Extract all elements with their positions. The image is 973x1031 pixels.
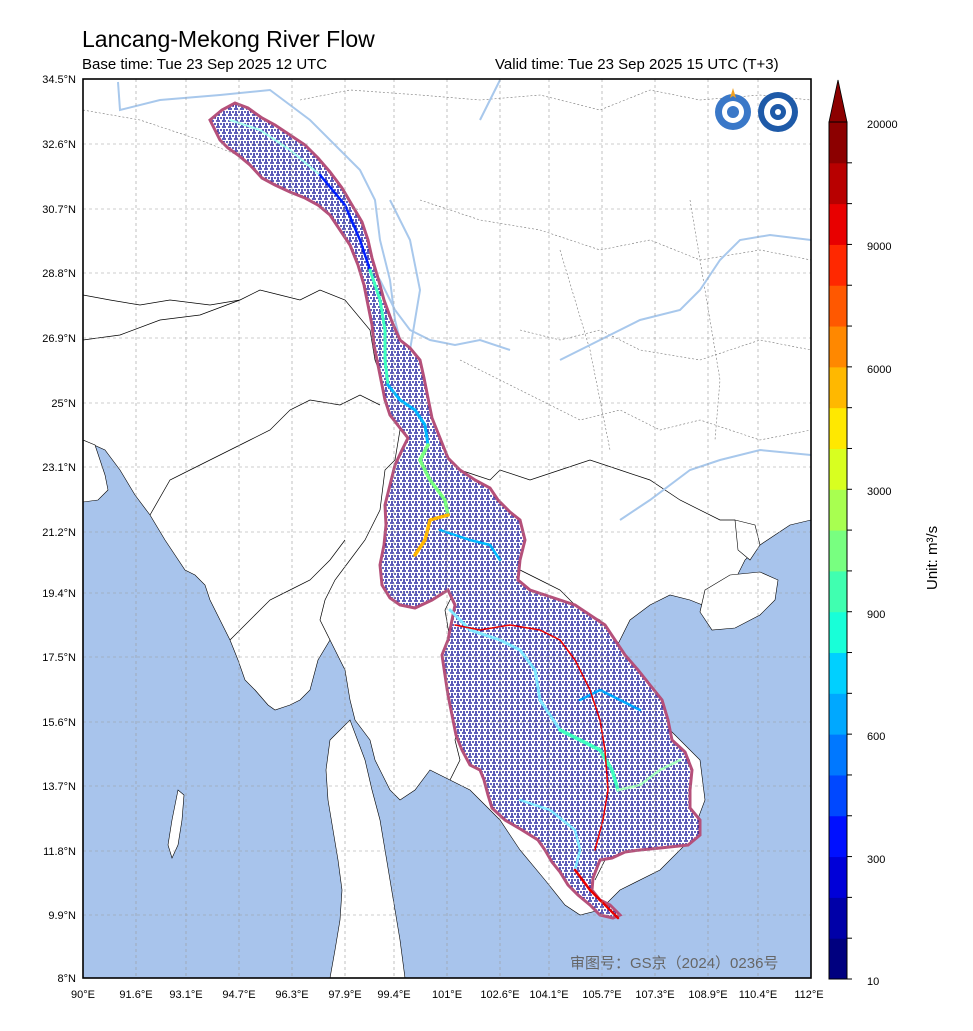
colorbar-segment bbox=[829, 938, 847, 980]
lat-label: 23.1°N bbox=[42, 462, 76, 474]
lat-label: 17.5°N bbox=[42, 652, 76, 664]
lat-label: 34.5°N bbox=[42, 74, 76, 86]
colorbar-segment bbox=[829, 856, 847, 898]
land-india-east bbox=[83, 439, 109, 503]
lon-label: 102.6°E bbox=[480, 989, 519, 1001]
colorbar-segment bbox=[829, 366, 847, 409]
map-title: Lancang-Mekong River Flow bbox=[82, 26, 375, 52]
colorbar-segment bbox=[829, 244, 847, 286]
lat-label: 25°N bbox=[51, 398, 76, 410]
colorbar-frame bbox=[828, 121, 848, 980]
colorbar-tick-label: 300 bbox=[867, 854, 885, 866]
lat-label: 15.6°N bbox=[42, 717, 76, 729]
colorbar-tick-label: 900 bbox=[867, 609, 885, 621]
colorbar-tick-label: 9000 bbox=[867, 241, 891, 253]
colorbar-tick-label: 20000 bbox=[867, 119, 898, 131]
lon-label: 112°E bbox=[794, 989, 823, 1001]
wmo-emblem-icon bbox=[715, 88, 751, 130]
lat-label: 28.8°N bbox=[42, 268, 76, 280]
lon-label: 93.1°E bbox=[169, 989, 202, 1001]
colorbar-segment bbox=[829, 774, 847, 817]
colorbar-segment bbox=[829, 122, 847, 164]
gridlines bbox=[83, 79, 811, 978]
lon-label: 97.9°E bbox=[328, 989, 361, 1001]
colorbar-segment bbox=[829, 162, 847, 205]
mainstem-flow bbox=[229, 119, 682, 920]
map-approval-watermark: 审图号：GS京（2024）0236号 bbox=[570, 955, 779, 972]
land-peninsula bbox=[325, 719, 406, 978]
lat-label: 11.8°N bbox=[43, 846, 76, 858]
lon-label: 90°E bbox=[71, 989, 95, 1001]
lon-label: 105.7°E bbox=[582, 989, 621, 1001]
valid-time-label: Valid time: Tue 23 Sep 2025 15 UTC (T+3) bbox=[495, 56, 779, 73]
lon-label: 101°E bbox=[432, 989, 462, 1001]
lon-label: 91.6°E bbox=[119, 989, 152, 1001]
lon-label: 110.4°E bbox=[739, 989, 777, 1001]
colorbar-segment bbox=[829, 897, 847, 939]
colorbar-unit-label: Unit: m³/s bbox=[924, 525, 941, 590]
colorbar-segment bbox=[829, 734, 847, 776]
lat-label: 21.2°N bbox=[42, 527, 76, 539]
colorbar-segment bbox=[829, 652, 847, 694]
lon-label: 104.1°E bbox=[529, 989, 568, 1001]
lon-label: 108.9°E bbox=[688, 989, 727, 1001]
lat-label: 32.6°N bbox=[42, 139, 76, 151]
map-frame-border bbox=[82, 78, 812, 979]
lat-label: 9.9°N bbox=[48, 910, 76, 922]
base-time-label: Base time: Tue 23 Sep 2025 12 UTC bbox=[82, 56, 328, 73]
colorbar-extend-arrow bbox=[828, 79, 848, 123]
lat-label: 8°N bbox=[58, 973, 77, 985]
colorbar-tick-label: 600 bbox=[867, 731, 885, 743]
colorbar-tick-label: 3000 bbox=[867, 486, 891, 498]
colorbar-segment bbox=[829, 611, 847, 654]
lon-label: 99.4°E bbox=[377, 989, 410, 1001]
land-leizhou bbox=[734, 519, 761, 561]
lon-label: 107.3°E bbox=[635, 989, 674, 1001]
colorbar-segment bbox=[829, 815, 847, 858]
colorbar-ticks: 20000 9000 6000 3000 900 600 300 10 bbox=[867, 119, 898, 988]
colorbar-segment bbox=[829, 407, 847, 449]
cma-emblem-icon bbox=[758, 92, 798, 132]
colorbar-tick-label: 10 bbox=[867, 976, 879, 988]
mekong-basin bbox=[208, 101, 702, 920]
colorbar-segment bbox=[829, 326, 847, 368]
colorbar-segment bbox=[829, 570, 847, 613]
lon-label: 94.7°E bbox=[222, 989, 255, 1001]
colorbar-segment bbox=[829, 530, 847, 572]
lat-label: 13.7°N bbox=[42, 781, 76, 793]
colorbar-segment bbox=[829, 448, 847, 490]
colorbar-segment bbox=[829, 489, 847, 531]
lat-axis: 34.5°N 32.6°N 30.7°N 28.8°N 26.9°N 25°N … bbox=[42, 74, 76, 985]
land-andaman bbox=[167, 789, 185, 859]
lat-label: 19.4°N bbox=[42, 588, 76, 600]
lon-label: 96.3°E bbox=[275, 989, 308, 1001]
colorbar-segment bbox=[829, 693, 847, 735]
colorbar-segment bbox=[829, 285, 847, 327]
lon-axis: 90°E 91.6°E 93.1°E 94.7°E 96.3°E 97.9°E … bbox=[71, 989, 824, 1001]
lat-label: 30.7°N bbox=[42, 204, 76, 216]
colorbar bbox=[829, 122, 852, 980]
colorbar-segment bbox=[829, 203, 847, 245]
lat-label: 26.9°N bbox=[42, 333, 76, 345]
colorbar-tick-label: 6000 bbox=[867, 364, 891, 376]
land-hainan bbox=[699, 571, 779, 631]
